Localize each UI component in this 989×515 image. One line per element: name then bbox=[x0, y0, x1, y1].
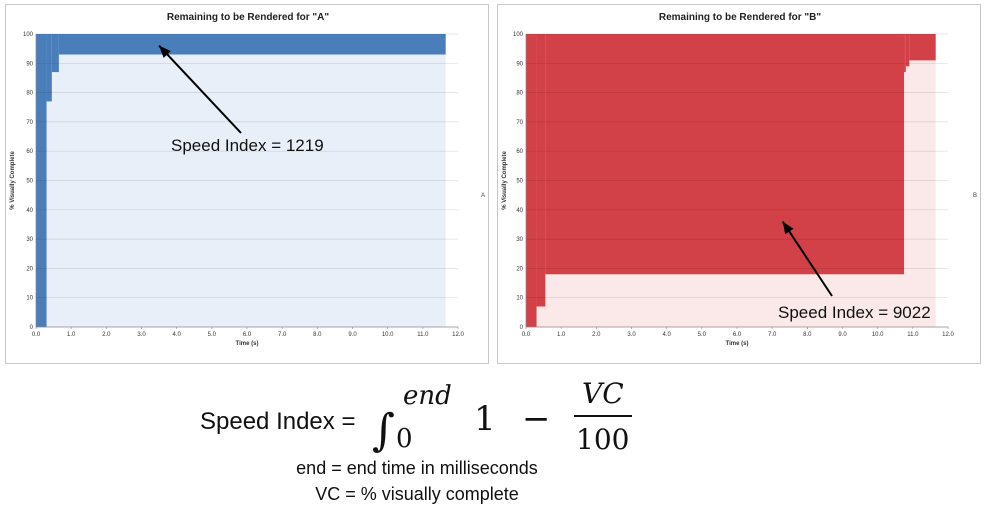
x-tick-b-4: 4.0 bbox=[662, 332, 671, 338]
y-tick-b-4: 40 bbox=[516, 208, 523, 214]
y-tick-b-10: 100 bbox=[513, 32, 524, 38]
x-axis-title-a: Time (s) bbox=[236, 341, 259, 347]
formula-legend-vc: VC = % visually complete bbox=[315, 484, 519, 504]
arrowhead-icon-b bbox=[782, 221, 794, 235]
y-tick-b-5: 50 bbox=[516, 179, 523, 185]
x-tick-b-7: 7.0 bbox=[768, 332, 777, 338]
chart-b-svg: 0 10 20 30 40 50 60 70 80 90 100 0.0 1.0 2.0 3.0 4.0 5.0… bbox=[502, 12, 977, 347]
formula-upper-limit: end bbox=[403, 381, 452, 411]
y-tick-b-2: 20 bbox=[516, 266, 523, 272]
y-tick-b-1: 10 bbox=[516, 296, 523, 302]
side-label-a: A bbox=[481, 193, 485, 199]
x-tick-b-10: 10.0 bbox=[872, 332, 884, 338]
formula-minus: − bbox=[522, 399, 551, 439]
x-tick-b-3: 3.0 bbox=[627, 332, 636, 338]
x-tick-b-11: 11.0 bbox=[907, 332, 919, 338]
chart-panel-b: 0 10 20 30 40 50 60 70 80 90 100 0.0 1.0 2.0 3.0 4.0 5.0… bbox=[497, 4, 981, 364]
y-tick-a-0: 0 bbox=[30, 325, 34, 331]
y-tick-a-5: 50 bbox=[26, 179, 33, 185]
y-tick-a-9: 90 bbox=[26, 61, 33, 67]
remaining-step-b-0 bbox=[526, 34, 537, 327]
arrowhead-icon-a bbox=[159, 45, 171, 58]
remaining-step-a-0 bbox=[36, 34, 47, 327]
remaining-step-b-3 bbox=[904, 34, 906, 73]
formula-lhs: Speed Index = bbox=[200, 408, 355, 435]
formula-numerator: VC bbox=[582, 377, 624, 410]
x-tick-b-2: 2.0 bbox=[592, 332, 601, 338]
x-tick-a-6: 6.0 bbox=[243, 332, 252, 338]
formula-svg: Speed Index = ∫ end 0 1 − VC 100 end = e… bbox=[200, 377, 632, 504]
annotation-text-b: Speed Index = 9022 bbox=[778, 303, 931, 322]
x-tick-a-11: 11.0 bbox=[417, 332, 429, 338]
formula-denominator: 100 bbox=[576, 423, 629, 456]
x-tick-a-3: 3.0 bbox=[137, 332, 146, 338]
annotation-text-a: Speed Index = 1219 bbox=[171, 136, 324, 155]
x-tick-b-1: 1.0 bbox=[557, 332, 566, 338]
y-tick-b-3: 30 bbox=[516, 237, 523, 243]
y-tick-a-1: 10 bbox=[26, 296, 33, 302]
x-tick-a-7: 7.0 bbox=[278, 332, 287, 338]
side-label-b: B bbox=[973, 193, 977, 199]
remaining-step-a-3 bbox=[58, 34, 446, 55]
x-tick-b-12: 12.0 bbox=[942, 332, 954, 338]
x-tick-a-1: 1.0 bbox=[67, 332, 76, 338]
annotation-arrow-b bbox=[781, 220, 833, 297]
formula-one: 1 bbox=[474, 399, 496, 439]
y-tick-b-9: 90 bbox=[516, 61, 523, 67]
x-tick-a-0: 0.0 bbox=[32, 332, 41, 338]
y-tick-a-6: 60 bbox=[26, 149, 33, 155]
y-tick-a-8: 80 bbox=[26, 91, 33, 97]
formula-lower-limit: 0 bbox=[396, 424, 413, 454]
x-tick-a-12: 12.0 bbox=[452, 332, 464, 338]
remaining-step-b-5 bbox=[909, 34, 936, 61]
remaining-step-b-2 bbox=[545, 34, 905, 275]
y-tick-a-3: 30 bbox=[26, 237, 33, 243]
integral-sign-icon: ∫ bbox=[372, 405, 395, 456]
x-tick-b-8: 8.0 bbox=[803, 332, 812, 338]
x-tick-b-0: 0.0 bbox=[522, 332, 531, 338]
chart-title-b: Remaining to be Rendered for "B" bbox=[659, 12, 822, 23]
x-tick-a-4: 4.0 bbox=[172, 332, 181, 338]
x-axis-title-b: Time (s) bbox=[726, 341, 749, 347]
y-tick-b-8: 80 bbox=[516, 91, 523, 97]
x-tick-a-10: 10.0 bbox=[382, 332, 394, 338]
chart-panel-a: 0 10 20 30 40 50 60 70 80 90 100 0.0 1.0 2.0 3.0 4.0 5.0… bbox=[5, 4, 489, 364]
speed-index-formula: Speed Index = ∫ end 0 1 − VC 100 end = e… bbox=[0, 372, 989, 515]
remaining-step-a-2 bbox=[51, 34, 59, 73]
remaining-step-b-4 bbox=[905, 34, 910, 67]
y-tick-a-4: 40 bbox=[26, 208, 33, 214]
rendered-area-a bbox=[36, 34, 446, 327]
remaining-step-a-1 bbox=[46, 34, 52, 102]
x-tick-a-5: 5.0 bbox=[208, 332, 217, 338]
y-axis-title-a: % Visually Complete bbox=[10, 151, 16, 210]
chart-a-svg: 0 10 20 30 40 50 60 70 80 90 100 0.0 1.0 2.0 3.0 4.0 5.0… bbox=[10, 12, 485, 347]
y-tick-b-0: 0 bbox=[520, 325, 524, 331]
x-tick-a-2: 2.0 bbox=[102, 332, 111, 338]
remaining-step-b-1 bbox=[536, 34, 546, 307]
x-tick-a-8: 8.0 bbox=[313, 332, 322, 338]
y-tick-a-7: 70 bbox=[26, 120, 33, 126]
x-tick-b-9: 9.0 bbox=[838, 332, 847, 338]
annotation-arrow-a bbox=[158, 45, 242, 134]
y-tick-b-7: 70 bbox=[516, 120, 523, 126]
y-tick-a-10: 100 bbox=[23, 32, 34, 38]
formula-legend-end: end = end time in milliseconds bbox=[296, 458, 538, 478]
x-tick-a-9: 9.0 bbox=[348, 332, 357, 338]
y-tick-a-2: 20 bbox=[26, 266, 33, 272]
y-axis-title-b: % Visually Complete bbox=[502, 151, 508, 210]
chart-title-a: Remaining to be Rendered for "A" bbox=[167, 12, 330, 23]
x-tick-b-6: 6.0 bbox=[733, 332, 742, 338]
y-tick-b-6: 60 bbox=[516, 149, 523, 155]
x-tick-b-5: 5.0 bbox=[698, 332, 707, 338]
